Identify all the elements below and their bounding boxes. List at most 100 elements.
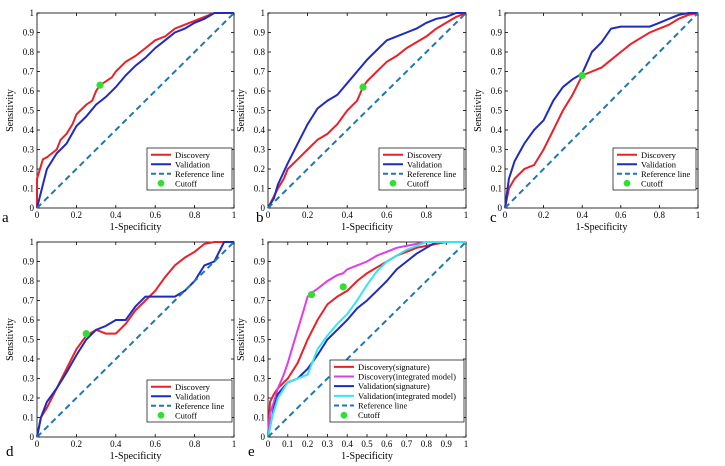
y-tick-label: 0.9 (491, 28, 503, 38)
roc-panel-c: 0 0.2 0.4 0.6 0.8 1 0 0.1 0.2 0.3 0.4 0.5 0.6 0.7 0.8 0… (473, 8, 700, 233)
y-tick-label: 0.2 (491, 164, 502, 174)
y-tick-label: 0.5 (23, 106, 35, 116)
x-tick-label: 0.8 (654, 210, 666, 220)
y-tick-label: 0 (30, 203, 35, 213)
y-tick-label: 0.1 (254, 413, 265, 423)
y-tick-label: 0.3 (23, 145, 35, 155)
x-tick-label: 0.9 (441, 439, 453, 449)
legend-label: Validation(integrated model) (358, 391, 456, 401)
legend-label: Reference line (407, 169, 457, 179)
legend-label: Reference line (358, 401, 408, 411)
y-tick-label: 0.7 (254, 296, 266, 306)
x-tick-label: 0.2 (302, 439, 313, 449)
panel-letter: d (6, 444, 14, 460)
legend-label: Discovery (175, 382, 211, 392)
x-axis-label: 1-Specificity (110, 222, 162, 233)
y-tick-label: 0.2 (23, 164, 34, 174)
x-axis-label: 1-Specificity (341, 451, 393, 462)
x-tick-label: 0 (35, 439, 40, 449)
y-tick-label: 0.6 (254, 86, 266, 96)
legend-label: Discovery (175, 150, 211, 160)
y-tick-label: 0.4 (23, 354, 35, 364)
legend-label: Reference line (641, 169, 691, 179)
y-tick-label: 0.9 (23, 28, 35, 38)
panel-letter: c (490, 210, 497, 226)
x-tick-label: 0.8 (421, 210, 433, 220)
series-line-validation (36, 12, 234, 209)
x-tick-label: 0 (35, 210, 40, 220)
y-tick-label: 0.4 (254, 354, 266, 364)
x-tick-label: 0.7 (401, 439, 413, 449)
y-tick-label: 0.3 (254, 374, 266, 384)
legend-label: Cutoff (175, 178, 197, 188)
x-tick-label: 1 (464, 439, 469, 449)
y-tick-label: 1 (261, 8, 266, 18)
legend-swatch-marker (157, 411, 165, 419)
legend-label: Validation(signature) (358, 381, 430, 391)
y-tick-label: 1 (30, 237, 35, 247)
y-tick-label: 0.8 (254, 47, 266, 57)
legend-label: Validation (641, 159, 677, 169)
x-tick-label: 0.8 (421, 439, 433, 449)
x-axis-label: 1-Specificity (110, 451, 162, 462)
series-line-validation-integrated-model (267, 241, 466, 438)
y-tick-label: 0.8 (23, 47, 35, 57)
y-tick-label: 0.4 (23, 125, 35, 135)
y-tick-label: 0 (261, 203, 266, 213)
legend-box (329, 359, 465, 423)
legend-label: Validation (175, 159, 211, 169)
series-line-reference-line (267, 12, 467, 209)
x-tick-label: 0.2 (71, 439, 82, 449)
y-tick-label: 0 (30, 432, 35, 442)
x-axis-label: 1-Specificity (341, 222, 393, 233)
series-line-validation (267, 12, 466, 209)
x-tick-label: 0 (266, 210, 271, 220)
cutoff-point (307, 291, 316, 299)
x-tick-label: 0.4 (110, 439, 122, 449)
series-line-validation (36, 241, 234, 438)
x-tick-label: 0.3 (322, 439, 334, 449)
y-tick-label: 0.5 (254, 335, 266, 345)
y-tick-label: 0.6 (23, 315, 35, 325)
series-line-validation (504, 12, 698, 209)
y-tick-label: 0.8 (491, 47, 503, 57)
legend-label: Discovery (407, 150, 443, 160)
x-tick-label: 0.4 (577, 210, 589, 220)
legend-label: Reference line (175, 169, 225, 179)
x-tick-label: 1 (232, 439, 237, 449)
y-tick-label: 0.8 (254, 276, 266, 286)
x-tick-label: 0.6 (150, 210, 162, 220)
panel-letter: e (248, 444, 255, 460)
y-axis-label: Sensitivity (5, 89, 16, 132)
y-tick-label: 0.6 (491, 86, 503, 96)
legend-label: Discovery(signature) (358, 362, 430, 372)
x-tick-label: 0.6 (381, 439, 393, 449)
series-line-reference-line (36, 12, 235, 209)
legend: Discovery(signature)Discovery(integrated… (329, 359, 465, 423)
x-tick-label: 0.2 (71, 210, 82, 220)
x-tick-label: 0.2 (538, 210, 549, 220)
x-tick-label: 0.6 (381, 210, 393, 220)
y-tick-label: 1 (30, 8, 35, 18)
x-tick-label: 0.6 (150, 439, 162, 449)
x-tick-label: 0.6 (615, 210, 627, 220)
x-tick-label: 1 (696, 210, 701, 220)
y-tick-label: 0.3 (23, 374, 35, 384)
y-tick-label: 0 (261, 432, 266, 442)
roc-panel-d: 0 0.2 0.4 0.6 0.8 1 0 0.1 0.2 0.3 0.4 0.5 0.6 0.7 0.8 0… (5, 237, 236, 462)
series-line-discovery-signature (267, 241, 466, 438)
y-tick-label: 0.1 (23, 184, 34, 194)
legend-label: Cutoff (358, 410, 380, 420)
y-tick-label: 0.9 (23, 257, 35, 267)
y-axis-label: Sensitivity (5, 318, 16, 361)
series-line-reference-line (504, 12, 699, 209)
legend-label: Reference line (175, 401, 225, 411)
x-tick-label: 1 (232, 210, 237, 220)
y-tick-label: 0.9 (254, 28, 266, 38)
x-tick-label: 0.5 (361, 439, 373, 449)
y-tick-label: 1 (498, 8, 503, 18)
y-tick-label: 0.5 (491, 106, 503, 116)
